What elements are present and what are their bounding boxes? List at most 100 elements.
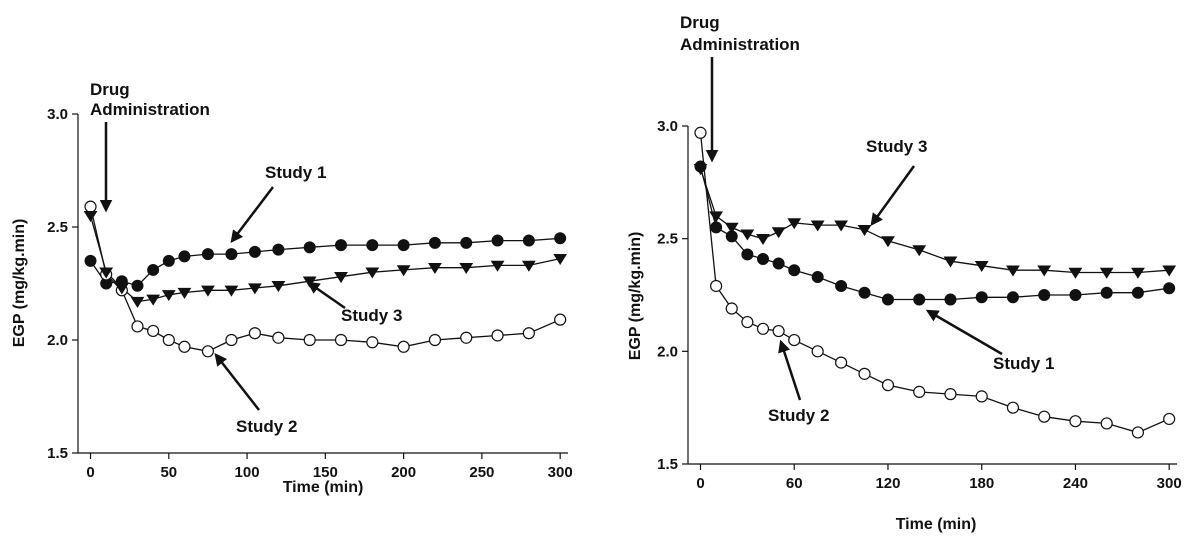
right-x-tick-label: 0: [696, 475, 704, 492]
left-study3-point: [114, 283, 129, 295]
left-study2-point: [225, 333, 238, 347]
right-x-tick-label: 60: [786, 475, 803, 492]
left-study3-point: [490, 260, 505, 272]
left-study2-point: [178, 340, 191, 353]
right-study2-point: [1038, 410, 1051, 423]
right-study1-point: [975, 291, 988, 304]
right-study3-point: [693, 164, 708, 176]
right-study2-point: [944, 388, 957, 401]
right-study3-point: [1006, 265, 1020, 277]
left-study3-point: [146, 294, 161, 306]
left-study2-label: Study 2: [236, 417, 297, 436]
left-study3-point: [365, 267, 380, 279]
right-study3-point: [787, 218, 802, 230]
left-study1-point: [147, 263, 160, 276]
right-study3-point: [771, 227, 786, 239]
right-study1-point: [858, 286, 871, 299]
right-study3-point: [974, 261, 989, 273]
left-study1-point: [272, 243, 285, 256]
right-study2-point: [710, 279, 723, 293]
left-study2-point: [397, 340, 410, 353]
right-y-tick-label: 2.0: [657, 343, 678, 360]
left-study1-arrow: [230, 186, 274, 243]
right-study2-point: [772, 324, 785, 338]
right-study1-point: [1006, 291, 1019, 304]
left-study3-point: [201, 285, 215, 297]
left-study2-point: [303, 333, 316, 347]
left-y-tick-label: 3.0: [47, 106, 68, 123]
left-study3-point: [99, 267, 114, 279]
right-study2-point: [881, 379, 895, 392]
left-y-tick-label: 2.0: [47, 332, 68, 349]
left-study3-point: [521, 260, 536, 272]
right-study1-point: [772, 257, 785, 270]
right-y-tick-label: 1.5: [657, 456, 678, 473]
left-study2-point: [201, 345, 215, 358]
left-study1-point: [428, 236, 441, 249]
right-x-tick-label: 300: [1157, 475, 1182, 492]
right-study1-point: [811, 270, 824, 283]
left-study3-point: [224, 285, 239, 297]
right-study1-line: [699, 166, 1170, 301]
right-study2-point: [694, 126, 707, 139]
left-study3-line: [89, 215, 561, 303]
left-study1-point: [554, 232, 567, 245]
right-drug-admin-label-line2: Administration: [680, 35, 800, 54]
right-study3-point: [724, 222, 739, 234]
left-study3-arrow: [306, 281, 346, 310]
right-study1-point: [1069, 289, 1082, 301]
right-study1-point: [1163, 282, 1176, 295]
right-chart: 0 60 120 180 240 300 1.5 2.0 2.5 3.0 Time (min) E…: [627, 13, 1182, 533]
right-study2-line: [699, 132, 1170, 434]
right-x-axis-title: Time (min): [896, 516, 977, 533]
left-study3-point: [161, 290, 176, 302]
left-study3-label: Study 3: [341, 306, 402, 325]
left-study2-point: [460, 331, 473, 344]
right-study3-point: [756, 233, 770, 246]
left-study1-label: Study 1: [265, 163, 326, 182]
left-study3-point: [83, 211, 98, 223]
right-study1-label: Study 1: [993, 354, 1054, 373]
right-study1-point: [756, 252, 769, 265]
right-study1-point: [741, 248, 754, 261]
left-study3-point: [396, 265, 411, 277]
left-study1-point: [491, 234, 504, 247]
right-study3-point: [709, 211, 724, 223]
left-study2-point: [334, 333, 348, 347]
left-study1-point: [303, 241, 316, 254]
right-x-tick-label: 240: [1063, 475, 1088, 492]
right-study1-point: [944, 293, 957, 306]
left-study2-arrow: [214, 353, 260, 411]
left-study2-point: [84, 200, 97, 213]
left-study2-point: [554, 313, 567, 326]
right-study2-point: [858, 367, 871, 380]
right-study3-line: [699, 168, 1170, 274]
right-study3-point: [1068, 267, 1083, 279]
left-y-axis-title: EGP (mg/kg.min): [11, 219, 28, 348]
left-study3-point: [428, 262, 442, 275]
right-study2-point: [725, 302, 738, 315]
right-study2-point: [756, 322, 770, 335]
right-study3-point: [1037, 265, 1052, 277]
right-study3-point: [740, 229, 755, 241]
right-study3-label: Study 3: [866, 137, 927, 156]
right-study2-label: Study 2: [768, 406, 829, 425]
left-y-tick-label: 2.5: [47, 219, 68, 236]
right-study2-point: [788, 333, 801, 347]
right-x-tick-label: 180: [969, 475, 994, 492]
left-x-tick-label: 50: [160, 464, 177, 481]
right-study1-arrow: [925, 309, 1003, 356]
right-x-tick-label: 120: [875, 475, 900, 492]
right-study3-point: [834, 220, 849, 232]
left-x-tick-label: 0: [86, 464, 94, 481]
left-study2-point: [147, 324, 160, 338]
left-drug-admin-label-line2: Administration: [90, 100, 210, 119]
left-study1-point: [178, 250, 191, 263]
left-study2-point: [522, 327, 535, 340]
right-study2-arrow: [778, 339, 802, 401]
left-study1-point: [366, 239, 379, 252]
left-x-tick-label: 100: [235, 464, 260, 481]
right-study1-point: [835, 279, 848, 292]
right-study1-point: [1131, 286, 1144, 299]
right-study2-point: [1006, 401, 1020, 414]
